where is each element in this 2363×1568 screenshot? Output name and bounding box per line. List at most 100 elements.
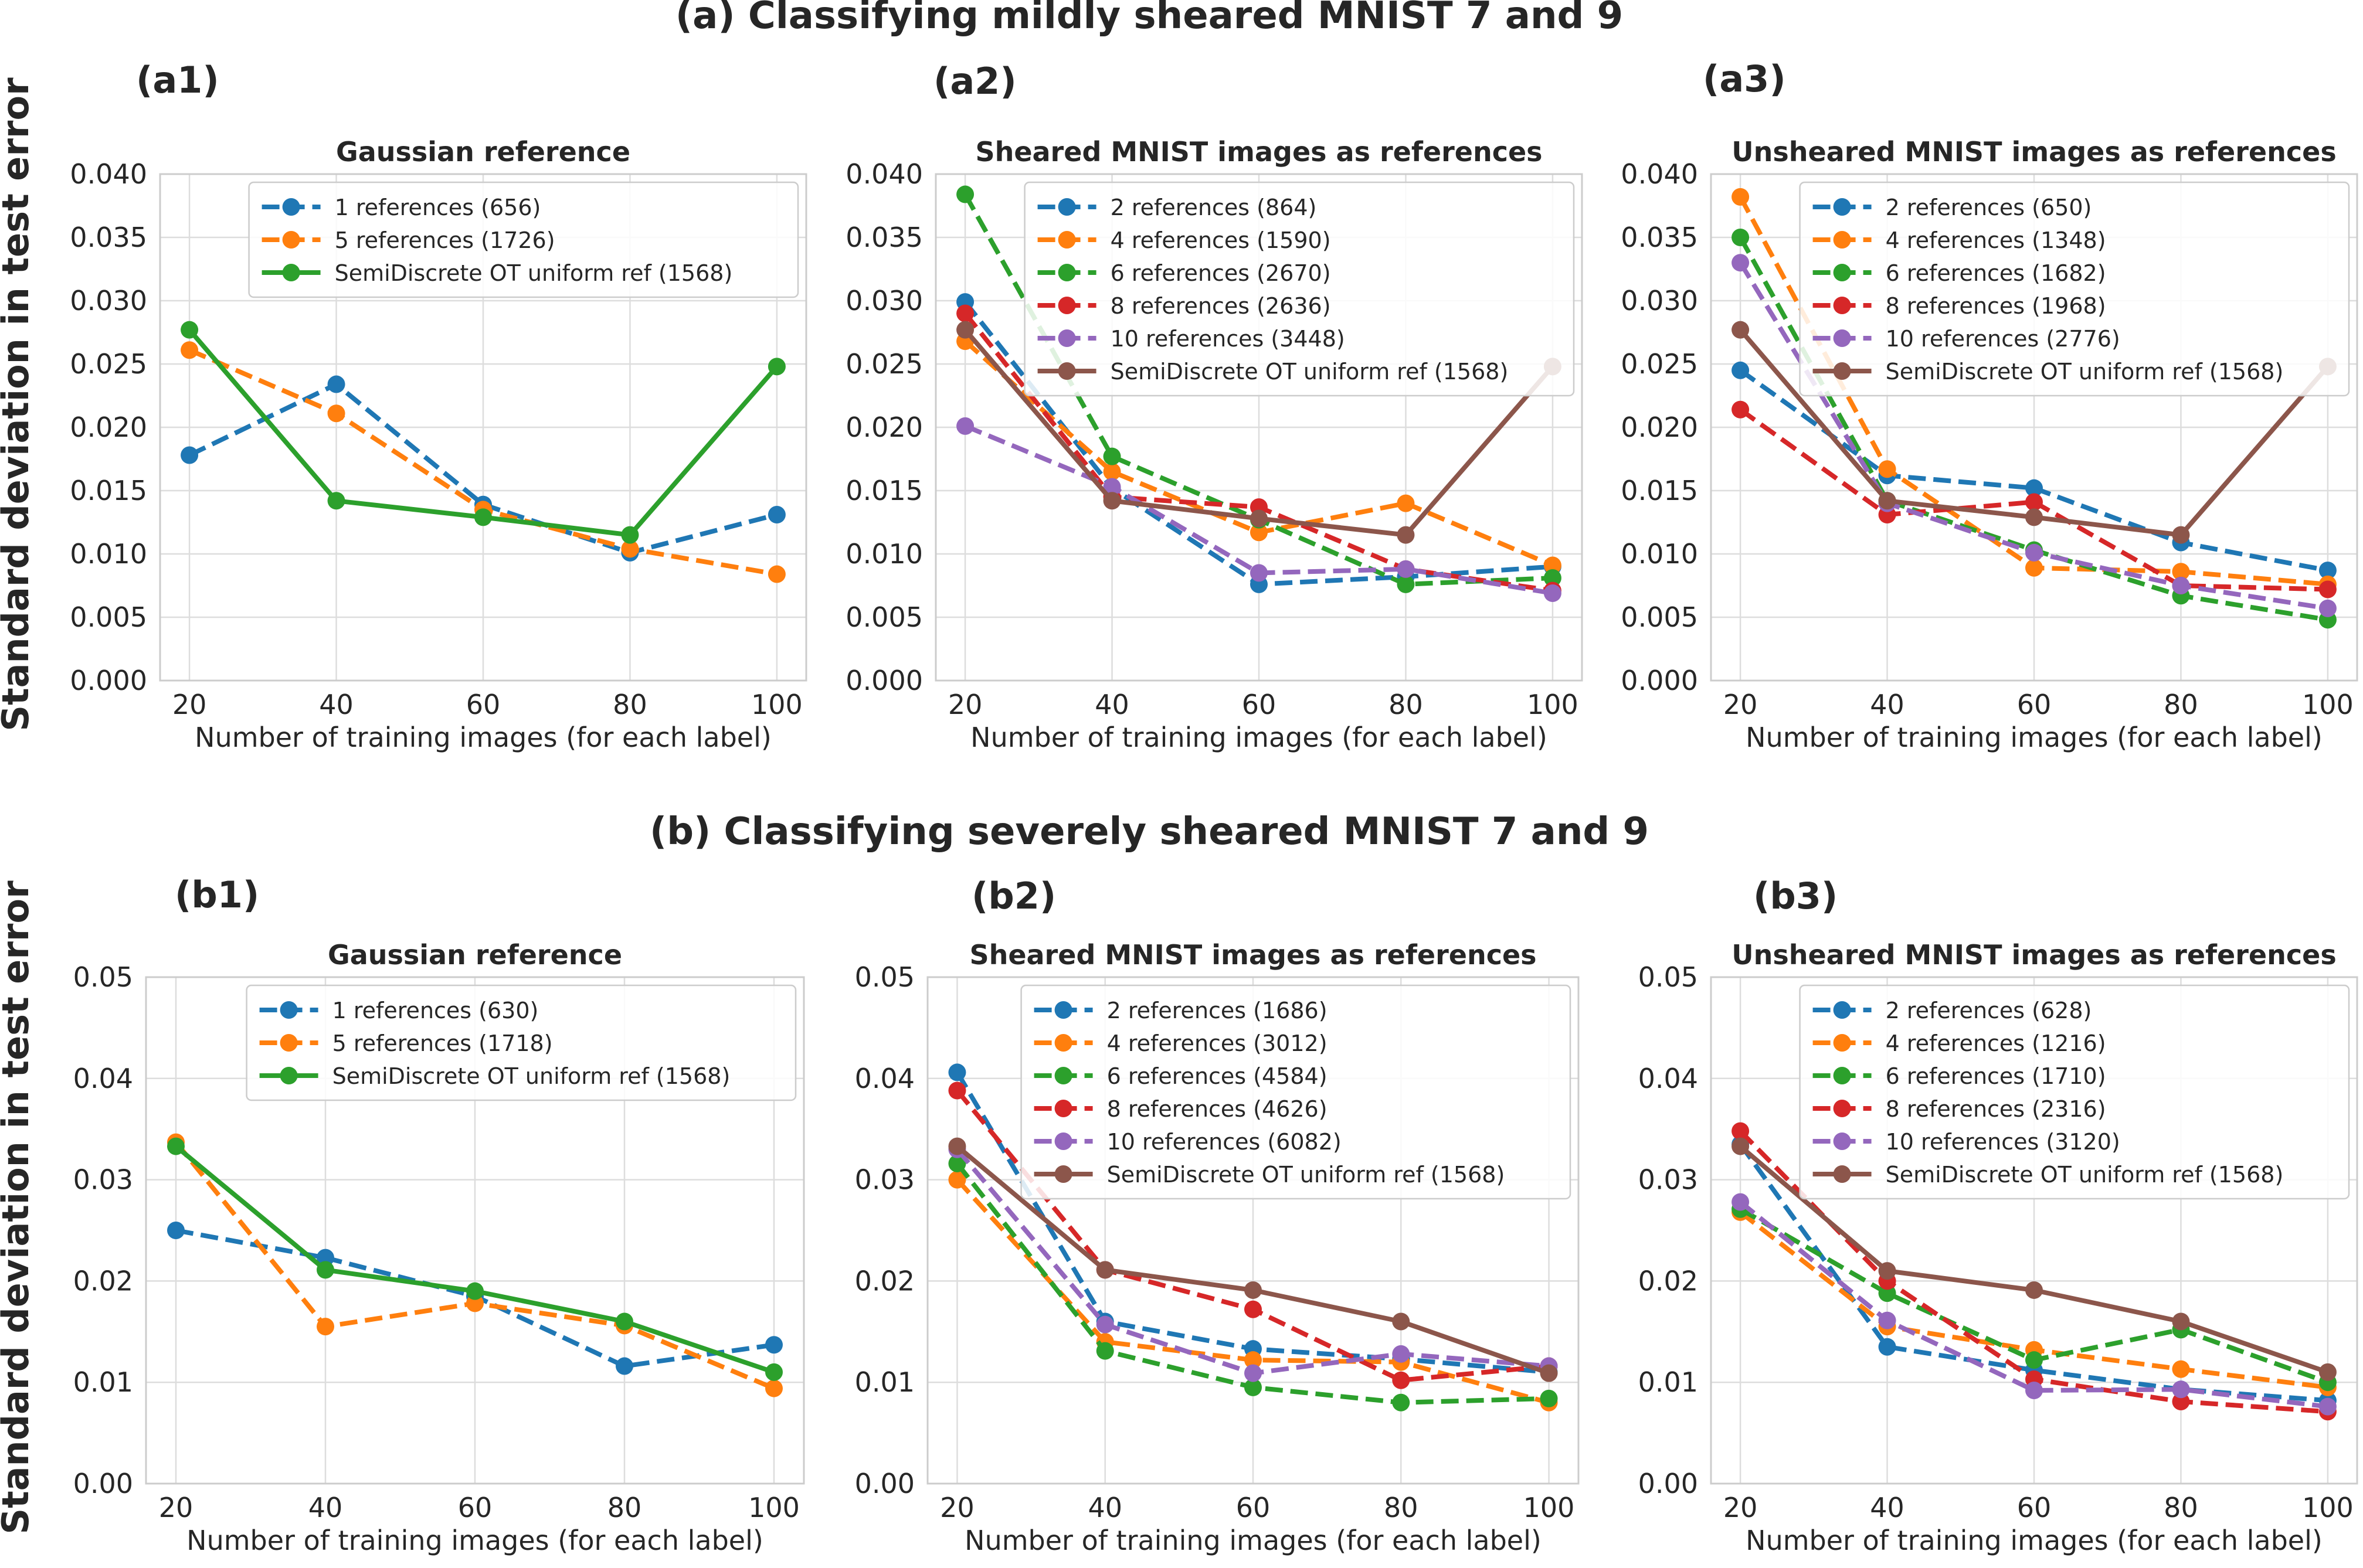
data-point — [2172, 577, 2190, 594]
y-tick-label: 0.035 — [1621, 222, 1698, 253]
legend-swatch-marker — [1054, 1132, 1072, 1150]
data-point — [181, 321, 199, 339]
legend-entry-label: SemiDiscrete OT uniform ref (1568) — [1111, 359, 1509, 385]
legend-entry-label: 5 references (1726) — [335, 227, 555, 253]
legend-entry-label: SemiDiscrete OT uniform ref (1568) — [332, 1063, 731, 1089]
data-point — [1878, 1338, 1896, 1356]
legend-entry-label: 2 references (628) — [1886, 998, 2092, 1023]
legend-swatch-marker — [282, 264, 300, 281]
data-point — [1397, 494, 1415, 512]
legend-swatch-marker — [1054, 1067, 1072, 1084]
data-point — [1244, 1300, 1262, 1318]
y-tick-label: 0.05 — [73, 961, 133, 993]
data-point — [1878, 460, 1896, 478]
series-3 — [167, 1137, 783, 1381]
x-tick-label: 40 — [1088, 1492, 1122, 1523]
data-point — [616, 1312, 633, 1331]
x-tick-label: 60 — [2017, 1492, 2052, 1523]
series-6 — [1731, 1137, 2337, 1381]
legend-entry-label: SemiDiscrete OT uniform ref (1568) — [335, 260, 733, 286]
series-5 — [1731, 1193, 2337, 1416]
y-tick-label: 0.030 — [1621, 285, 1698, 317]
y-tick-label: 0.040 — [1621, 158, 1698, 190]
legend-swatch-marker — [1833, 297, 1851, 314]
data-point — [466, 1282, 484, 1300]
panel-b3: (b3) Unsheared MNIST images as references… — [1638, 875, 2358, 1556]
legend-entry-label: 10 references (3120) — [1886, 1129, 2120, 1155]
y-tick-label: 0.030 — [846, 285, 923, 317]
x-axis-label: Number of training images (for each labe… — [970, 722, 1547, 753]
x-tick-label: 20 — [1723, 1492, 1758, 1523]
data-point — [1540, 1364, 1558, 1382]
y-tick-label: 0.05 — [1638, 961, 1698, 993]
legend-box — [1020, 984, 1571, 1200]
data-point — [1878, 1284, 1896, 1302]
x-tick-label: 100 — [1527, 689, 1578, 720]
data-point — [1731, 1122, 1750, 1140]
legend-box — [1799, 984, 2350, 1200]
y-tick-label: 0.04 — [73, 1063, 133, 1094]
legend-entry-label: SemiDiscrete OT uniform ref (1568) — [1886, 359, 2284, 385]
data-point — [167, 1137, 185, 1155]
data-point — [621, 526, 639, 544]
data-point — [1731, 400, 1750, 419]
axes-frame — [935, 173, 1583, 682]
legend-swatch-marker — [1058, 198, 1076, 216]
legend-entry-label: 6 references (1710) — [1886, 1063, 2106, 1089]
y-tick-label: 0.015 — [1621, 475, 1698, 506]
legend: 1 references (656) 5 references (1726) Sem… — [248, 181, 799, 298]
data-point — [2318, 1397, 2337, 1416]
data-point — [1397, 560, 1415, 578]
panel-title: Unsheared MNIST images as references — [1731, 939, 2336, 971]
axes-frame — [159, 173, 807, 682]
data-point — [765, 1379, 783, 1397]
legend-entry-label: 8 references (1968) — [1886, 293, 2106, 319]
data-point — [2025, 1281, 2043, 1299]
data-point — [2318, 1363, 2337, 1381]
panel-label: (b2) — [972, 875, 1056, 917]
data-point — [2318, 562, 2337, 580]
data-point — [1731, 361, 1750, 379]
axes-frame — [1710, 173, 2358, 682]
series-line — [1738, 1142, 2328, 1403]
data-point — [1244, 1364, 1262, 1382]
y-tick-label: 0.025 — [846, 348, 923, 380]
data-point — [768, 565, 786, 583]
y-tick-label: 0.010 — [846, 538, 923, 570]
data-point — [2025, 543, 2043, 562]
series-3 — [181, 321, 786, 544]
y-tick-label: 0.05 — [855, 961, 915, 993]
legend: 1 references (630) 5 references (1718) Sem… — [246, 984, 797, 1101]
x-tick-label: 20 — [172, 689, 207, 720]
legend-swatch-marker — [282, 231, 300, 249]
data-point — [1244, 1351, 1262, 1369]
x-tick-label: 80 — [2164, 1492, 2198, 1523]
data-point — [1250, 509, 1268, 528]
legend-entry-label: 4 references (1590) — [1111, 227, 1331, 253]
data-point — [2172, 526, 2190, 544]
panel-label: (b3) — [1753, 875, 1838, 917]
legend-swatch-marker — [1833, 329, 1851, 347]
legend-swatch-marker — [1058, 362, 1076, 380]
x-tick-label: 60 — [466, 689, 501, 720]
y-tick-label: 0.00 — [1638, 1468, 1698, 1499]
legend-entry-label: 10 references (3448) — [1111, 326, 1345, 352]
data-point — [1543, 569, 1561, 587]
y-tick-label: 0.020 — [846, 411, 923, 443]
legend-swatch-marker — [1054, 1165, 1072, 1183]
x-tick-label: 80 — [1388, 689, 1423, 720]
data-point — [1103, 478, 1121, 496]
legend-entry-label: 2 references (1686) — [1107, 998, 1328, 1023]
data-point — [616, 1357, 633, 1375]
legend-swatch-marker — [1054, 1001, 1072, 1019]
panel-b1: (b1) Gaussian reference 0.00 0.01 0.02 0.03 0.… — [73, 873, 805, 1556]
legend-swatch-marker — [1833, 1034, 1851, 1052]
data-point — [1392, 1371, 1410, 1389]
data-point — [466, 1294, 484, 1312]
panel-b2: (b2) Sheared MNIST images as references 0.… — [855, 875, 1580, 1556]
legend-entry-label: 4 references (1348) — [1886, 227, 2106, 253]
legend-swatch-marker — [1058, 264, 1076, 281]
data-point — [2172, 1380, 2190, 1399]
x-tick-label: 20 — [1723, 689, 1758, 720]
